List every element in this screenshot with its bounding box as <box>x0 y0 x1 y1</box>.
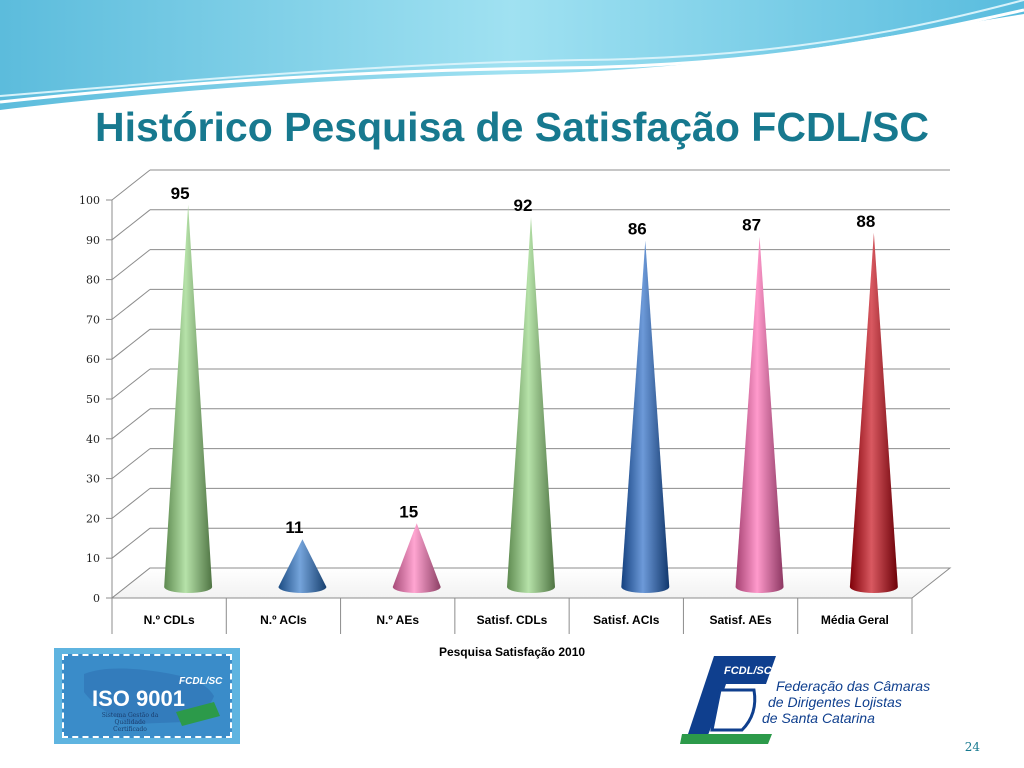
iso-subtitle: Sistema Gestão da Qualidade Certificado <box>101 712 159 733</box>
iso-label: ISO 9001 <box>92 686 185 711</box>
x-tick-label: Satisf. CDLs <box>477 613 548 627</box>
gridline-side <box>111 368 151 400</box>
x-axis: N.º CDLs N.º ACIs N.º AEs Satisf. CDLs Satis… <box>111 597 913 634</box>
fcdl-name: Federação das Câmaras de Dirigentes Loji… <box>762 678 930 726</box>
gridlines <box>111 169 950 599</box>
y-tick-label: 60 <box>86 353 100 366</box>
gridline-side <box>111 408 151 440</box>
gridline-side <box>111 249 151 280</box>
iso-stamp: FCDL/SC ISO 9001 Sistema Gestão da Quali… <box>62 654 232 738</box>
x-tick-label: Satisf. ACIs <box>593 613 660 627</box>
y-tick-label: 40 <box>86 433 100 446</box>
y-tick-label: 20 <box>86 512 100 525</box>
data-label: 86 <box>628 220 647 239</box>
fcdl-name-line: de Dirigentes Lojistas <box>768 694 902 710</box>
y-tick-label: 0 <box>93 592 100 605</box>
gridline-side <box>111 488 151 519</box>
x-tick-label: N.º AEs <box>376 613 419 627</box>
x-tick-label: Média Geral <box>821 613 889 627</box>
y-tick-label: 50 <box>86 393 100 406</box>
x-tick-label: Satisf. AEs <box>709 613 772 627</box>
cone-bar <box>392 523 441 593</box>
gridline-side <box>111 527 151 559</box>
gridline-side <box>111 328 151 360</box>
y-tick-label: 100 <box>79 194 100 207</box>
data-labels: 95 11 15 92 86 87 88 <box>171 184 876 537</box>
santa-catarina-map-icon <box>84 668 220 726</box>
y-tick-label: 30 <box>86 473 100 486</box>
fcdl-name-line: de Santa Catarina <box>762 710 875 726</box>
x-tick-label: N.º CDLs <box>144 613 195 627</box>
y-axis-ticks: 0 10 20 30 40 50 60 70 80 90 100 <box>79 194 112 605</box>
data-label: 92 <box>514 196 533 215</box>
data-label: 95 <box>171 184 190 203</box>
cone-bar <box>507 216 555 593</box>
fcdl-mark: FCDL/SC <box>724 665 773 677</box>
fcdl-logo: FCDL/SC <box>680 656 776 744</box>
slide-title: Histórico Pesquisa de Satisfação FCDL/SC <box>95 104 929 150</box>
data-label: 11 <box>285 518 303 537</box>
y-tick-label: 80 <box>86 274 100 287</box>
cone-series <box>164 204 898 594</box>
iso-brand: FCDL/SC <box>179 676 223 687</box>
fcdl-name-line: Federação das Câmaras <box>776 678 931 694</box>
data-label: 88 <box>856 212 875 231</box>
gridline-side <box>111 169 151 201</box>
x-tick-label: N.º ACIs <box>260 613 307 627</box>
y-tick-label: 70 <box>86 313 100 326</box>
cone-bar <box>621 240 670 593</box>
y-tick-label: 90 <box>86 234 100 247</box>
gridline-side <box>111 289 151 320</box>
cone-bar <box>164 204 213 593</box>
y-tick-label: 10 <box>86 552 100 565</box>
gridline-side <box>111 209 151 241</box>
cone-bar <box>735 236 784 594</box>
cone-bar <box>849 232 898 593</box>
iso-9001-logo: FCDL/SC ISO 9001 Sistema Gestão da Quali… <box>54 648 240 744</box>
cone-bar <box>278 539 327 593</box>
x-axis-title: Pesquisa Satisfação 2010 <box>439 645 585 659</box>
gridline-side <box>111 448 151 479</box>
data-label: 15 <box>399 502 418 521</box>
data-label: 87 <box>742 216 761 235</box>
header-wave-decoration <box>0 0 1024 110</box>
page-number: 24 <box>964 740 980 754</box>
